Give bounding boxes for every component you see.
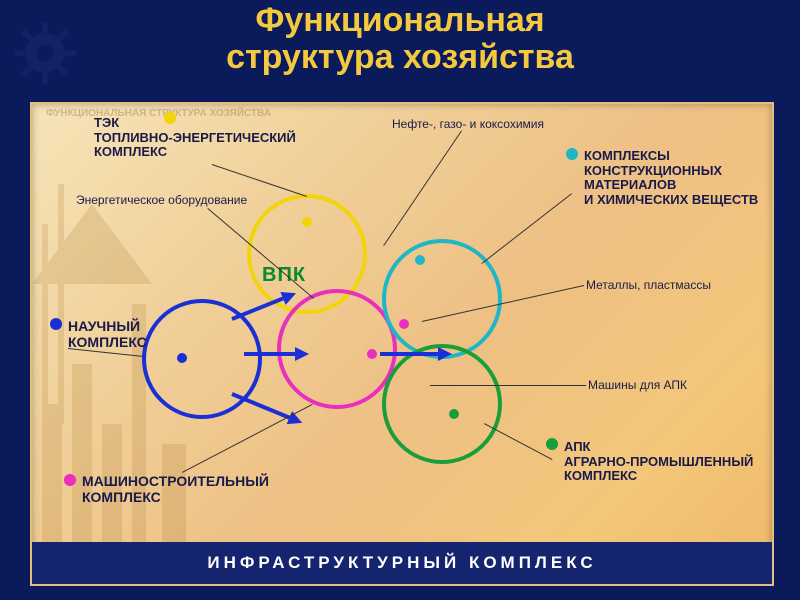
bullet-materials <box>566 148 578 160</box>
node-dot <box>415 255 425 265</box>
slide-title: Функциональная структура хозяйства <box>0 2 800 77</box>
node-dot <box>177 353 187 363</box>
label-materials: КОМПЛЕКСЫ КОНСТРУКЦИОННЫХ МАТЕРИАЛОВ И Х… <box>584 149 758 207</box>
circle-apk <box>382 344 502 464</box>
slide-root: Функциональная структура хозяйства ФУНКЦ… <box>0 0 800 600</box>
node-dot <box>449 409 459 419</box>
label-metals: Металлы, пластмассы <box>586 279 711 292</box>
leader-line <box>484 423 552 460</box>
label-science: НАУЧНЫЙ КОМПЛЕКС <box>68 319 147 350</box>
footer-text: ИНФРАСТРУКТУРНЫЙ КОМПЛЕКС <box>207 553 596 572</box>
footer-bar: ИНФРАСТРУКТУРНЫЙ КОМПЛЕКС <box>32 542 772 584</box>
diagram-panel: ФУНКЦИОНАЛЬНАЯ СТРУКТУРА ХОЗЯЙСТВА ВПК И… <box>30 102 774 586</box>
label-tek: ТЭК ТОПЛИВНО-ЭНЕРГЕТИЧЕСКИЙ КОМПЛЕКС <box>94 116 296 160</box>
label-apk: АПК АГРАРНО-ПРОМЫШЛЕННЫЙ КОМПЛЕКС <box>564 440 753 484</box>
label-machine: МАШИНОСТРОИТЕЛЬНЫЙ КОМПЛЕКС <box>82 474 269 505</box>
circle-materials <box>382 239 502 359</box>
label-petro: Нефте-, газо- и коксохимия <box>392 118 544 131</box>
leader-line <box>430 385 586 386</box>
label-machines4apk: Машины для АПК <box>588 379 687 392</box>
leader-line <box>383 130 462 246</box>
node-dot <box>302 217 312 227</box>
label-energyeq: Энергетическое оборудование <box>76 194 247 207</box>
bullet-science <box>50 318 62 330</box>
bullet-tek <box>164 112 176 124</box>
node-dot <box>367 349 377 359</box>
title-line-1: Функциональная <box>0 2 800 39</box>
title-line-2: структура хозяйства <box>0 39 800 76</box>
node-dot <box>399 319 409 329</box>
bullet-machine <box>64 474 76 486</box>
leader-line <box>481 193 572 264</box>
bullet-apk <box>546 438 558 450</box>
